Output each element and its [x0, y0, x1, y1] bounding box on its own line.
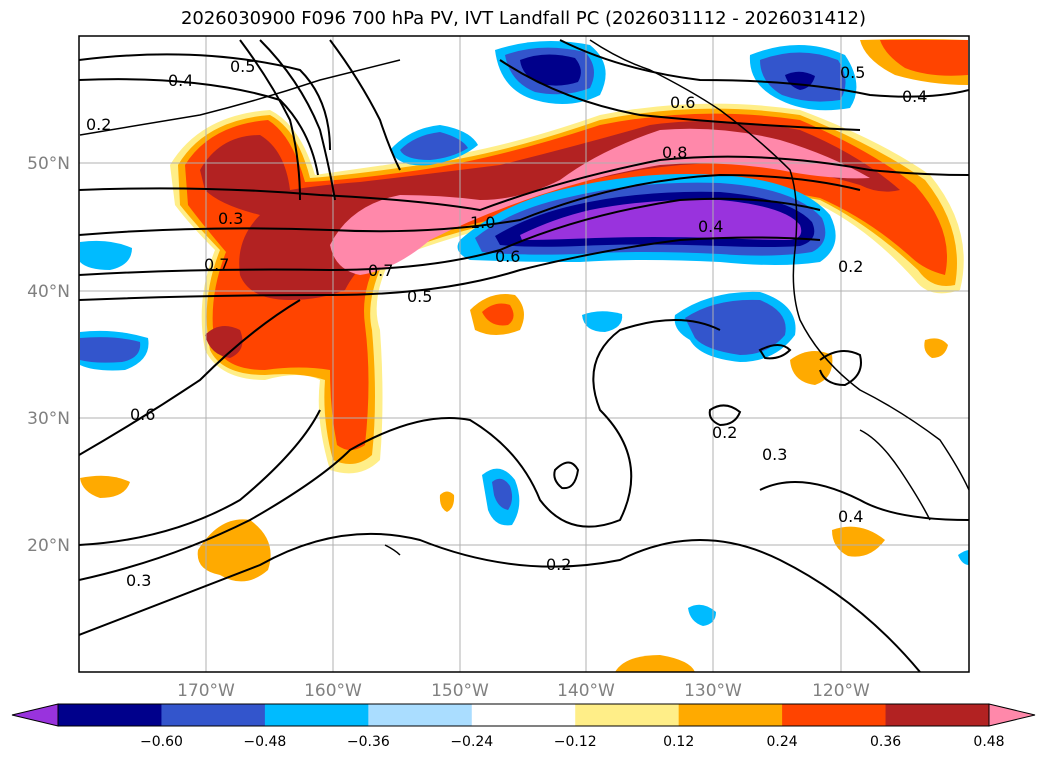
negative-blob-se	[958, 550, 969, 565]
colorbar	[11, 703, 1036, 727]
positive-blob-dot	[439, 491, 455, 512]
contour-label: 0.5	[407, 287, 432, 306]
latitude-labels: 50°N 40°N 30°N 20°N	[27, 154, 70, 556]
coastlines	[79, 39, 969, 556]
contour-label: 0.8	[662, 143, 687, 162]
contour-label: 0.6	[495, 247, 520, 266]
contour-label: 0.6	[130, 405, 155, 424]
negative-blob-pac	[582, 311, 623, 332]
contour-label: 0.4	[838, 507, 863, 526]
contour-label: 0.7	[204, 255, 229, 274]
positive-blob-mex	[924, 338, 948, 358]
graticule	[79, 36, 969, 672]
contour-label: 0.4	[698, 217, 723, 236]
colorbar-segment	[471, 704, 576, 726]
negative-blob-hi-mid	[492, 478, 513, 510]
colorbar-segment	[368, 704, 473, 726]
lat-label-50n: 50°N	[27, 154, 70, 174]
lat-label-20n: 20°N	[27, 536, 70, 556]
contour-label: 0.3	[126, 571, 151, 590]
colorbar-tick-label: 0.48	[973, 734, 1004, 750]
map-plot-area	[79, 36, 969, 672]
negative-blob-top-navy	[520, 54, 581, 86]
contour-label: 0.2	[546, 555, 571, 574]
colorbar-tick-label: 0.36	[870, 734, 901, 750]
contour-label: 0.6	[670, 93, 695, 112]
contour-label: 0.3	[762, 445, 787, 464]
colorbar-segment	[161, 704, 266, 726]
map-title: 2026030900 F096 700 hPa PV, IVT Landfall…	[180, 8, 867, 29]
lat-label-40n: 40°N	[27, 282, 70, 302]
lat-label-30n: 30°N	[27, 409, 70, 429]
colorbar-tick-label: −0.24	[450, 734, 493, 750]
negative-blob-w2-mid	[80, 337, 141, 363]
lon-label-170w: 170°W	[177, 681, 235, 701]
colorbar-outline	[57, 703, 990, 727]
contour-label: 1.0	[470, 213, 495, 232]
colorbar-tick-label: −0.48	[243, 734, 286, 750]
positive-band-pink	[330, 128, 870, 275]
negative-blob-s	[688, 604, 716, 626]
positive-band-darkred	[200, 121, 900, 300]
contour-label: 0.3	[218, 209, 243, 228]
colorbar-extend-low	[11, 703, 59, 727]
colorbar-segment	[264, 704, 369, 726]
contour-label: 0.4	[902, 87, 927, 106]
positive-blob-right-red	[880, 40, 968, 76]
contour-label: 0.4	[168, 71, 193, 90]
colorbar-segment	[885, 704, 990, 726]
colorbar-tick-label: 0.24	[767, 734, 798, 750]
contour-label: 0.2	[838, 257, 863, 276]
contour-label: 0.2	[712, 423, 737, 442]
colorbar-extend-high	[988, 703, 1036, 727]
contour-label: 0.2	[86, 115, 111, 134]
lon-label-160w: 160°W	[304, 681, 362, 701]
ivt-contours	[79, 39, 969, 672]
contour-label: 0.7	[368, 261, 393, 280]
positive-blob-se	[832, 526, 885, 557]
colorbar-tick-labels: −0.60 −0.48 −0.36 −0.24 −0.12 0.12 0.24 0.36 0.4…	[140, 734, 1005, 750]
negative-band-purple	[520, 199, 802, 240]
colorbar-segment	[58, 704, 162, 726]
negative-blob-w1	[80, 240, 132, 270]
negative-blob-nw-mid	[400, 132, 468, 160]
contour-label: 0.5	[230, 57, 255, 76]
positive-blob-w	[80, 475, 130, 498]
lon-label-120w: 120°W	[812, 681, 870, 701]
positive-blob-bottom	[615, 655, 695, 672]
colorbar-tick-label: −0.36	[347, 734, 390, 750]
contour-labels: 0.4 0.5 0.2 0.3 0.7 0.6 1.0 0.8 0.6 0.7 …	[86, 57, 927, 590]
lon-label-150w: 150°W	[431, 681, 489, 701]
longitude-labels: 170°W 160°W 150°W 140°W 130°W 120°W	[177, 681, 870, 701]
lon-label-140w: 140°W	[557, 681, 615, 701]
colorbar-tick-label: −0.60	[140, 734, 183, 750]
negative-blob-ca-mid	[685, 299, 786, 355]
colorbar-segment	[575, 704, 680, 726]
positive-blob-mid-red	[482, 303, 514, 326]
map-frame	[78, 35, 970, 673]
contour-label: 0.5	[840, 63, 865, 82]
colorbar-tick-label: −0.12	[554, 734, 597, 750]
colorbar-tick-label: 0.12	[663, 734, 694, 750]
colorbar-segment	[782, 704, 887, 726]
lon-label-130w: 130°W	[684, 681, 742, 701]
colorbar-segment	[678, 704, 783, 726]
